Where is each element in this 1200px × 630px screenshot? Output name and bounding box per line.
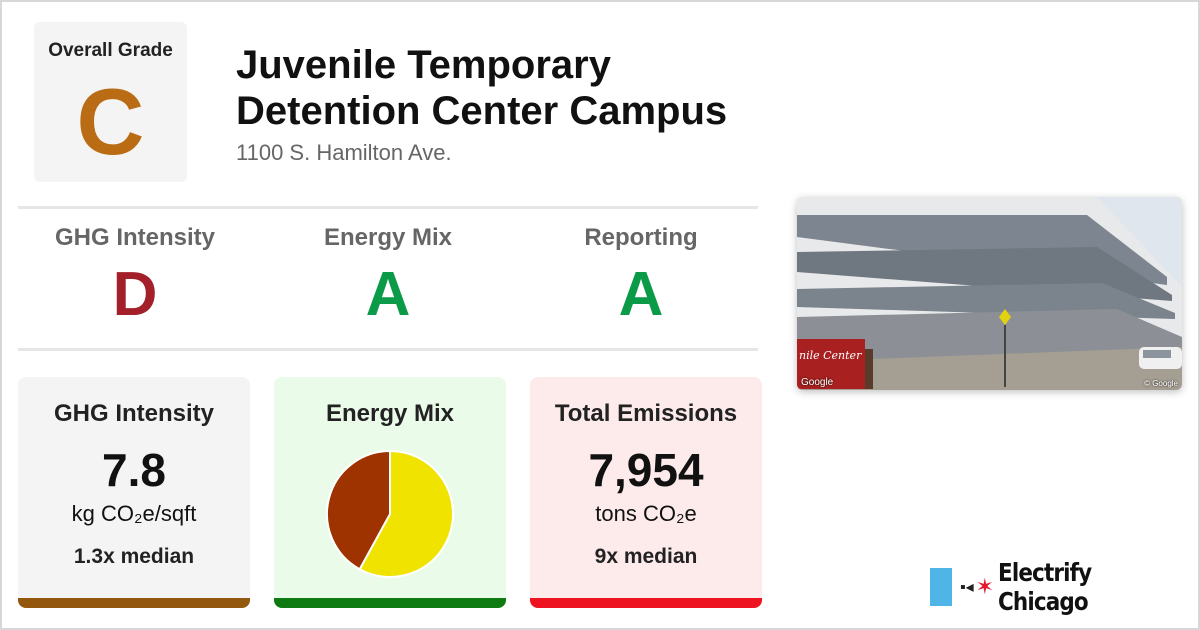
photo-sign-text: nile Center	[799, 349, 862, 362]
brand-name: Electrify Chicago	[998, 558, 1092, 616]
grade-letter-ghg: D	[112, 260, 158, 329]
building-address: 1100 S. Hamilton Ave.	[236, 140, 452, 165]
total-emissions-card: Total Emissions 7,954 tons CO₂e 9x media…	[530, 377, 762, 608]
overall-grade-letter: C	[76, 69, 145, 174]
mix-card-bar	[274, 598, 506, 608]
grade-column-reporting: Reporting A	[521, 224, 761, 330]
mix-card-title: Energy Mix	[325, 400, 455, 427]
ghg-intensity-card: GHG Intensity 7.8 kg CO₂e/sqft 1.3x medi…	[18, 377, 250, 608]
grade-letter-reporting: A	[618, 260, 664, 329]
overall-grade-box: Overall Grade C	[34, 22, 187, 182]
grade-column-energy-mix: Energy Mix A	[268, 224, 508, 330]
grade-letter-energy-mix: A	[365, 260, 411, 329]
grade-column-ghg: GHG Intensity D	[15, 224, 255, 330]
building-title: Juvenile Temporary Detention Center Camp…	[236, 42, 776, 134]
overall-grade-label: Overall Grade	[48, 40, 173, 61]
brand-logo[interactable]: ▪◂ ✶ Electrify Chicago	[930, 558, 1200, 616]
grade-label-reporting: Reporting	[584, 224, 698, 251]
total-card-value: 7,954	[588, 444, 704, 496]
photo-credit: Google	[801, 377, 834, 388]
building-photo-illustration	[797, 197, 1182, 390]
total-card-median: 9x median	[594, 545, 698, 568]
grade-label-ghg: GHG Intensity	[54, 224, 216, 251]
building-title-line2: Detention Center Campus	[236, 89, 728, 133]
pie-slice-0	[358, 449, 454, 578]
total-card-unit: tons CO₂e	[595, 501, 697, 526]
divider-top	[18, 206, 758, 209]
plug-icon: ▪◂	[959, 579, 974, 596]
building-title-line1: Juvenile Temporary	[236, 43, 611, 87]
ghg-card-value: 7.8	[102, 444, 166, 496]
building-photo: nile Center Google © Google	[797, 197, 1182, 390]
ghg-card-title: GHG Intensity	[53, 400, 215, 427]
divider-bottom	[18, 348, 758, 351]
star-icon: ✶	[975, 574, 995, 599]
photo-credit-right: © Google	[1144, 379, 1178, 388]
energy-mix-pie-chart	[326, 449, 454, 578]
flag-icon	[930, 568, 952, 606]
energy-mix-card: Energy Mix	[274, 377, 506, 608]
pie-slice-1	[326, 449, 391, 571]
total-card-bar	[530, 598, 762, 608]
ghg-card-unit: kg CO₂e/sqft	[71, 501, 197, 526]
ghg-card-median: 1.3x median	[73, 545, 195, 568]
ghg-card-bar	[18, 598, 250, 608]
total-card-title: Total Emissions	[554, 400, 738, 427]
grade-label-energy-mix: Energy Mix	[323, 224, 453, 251]
